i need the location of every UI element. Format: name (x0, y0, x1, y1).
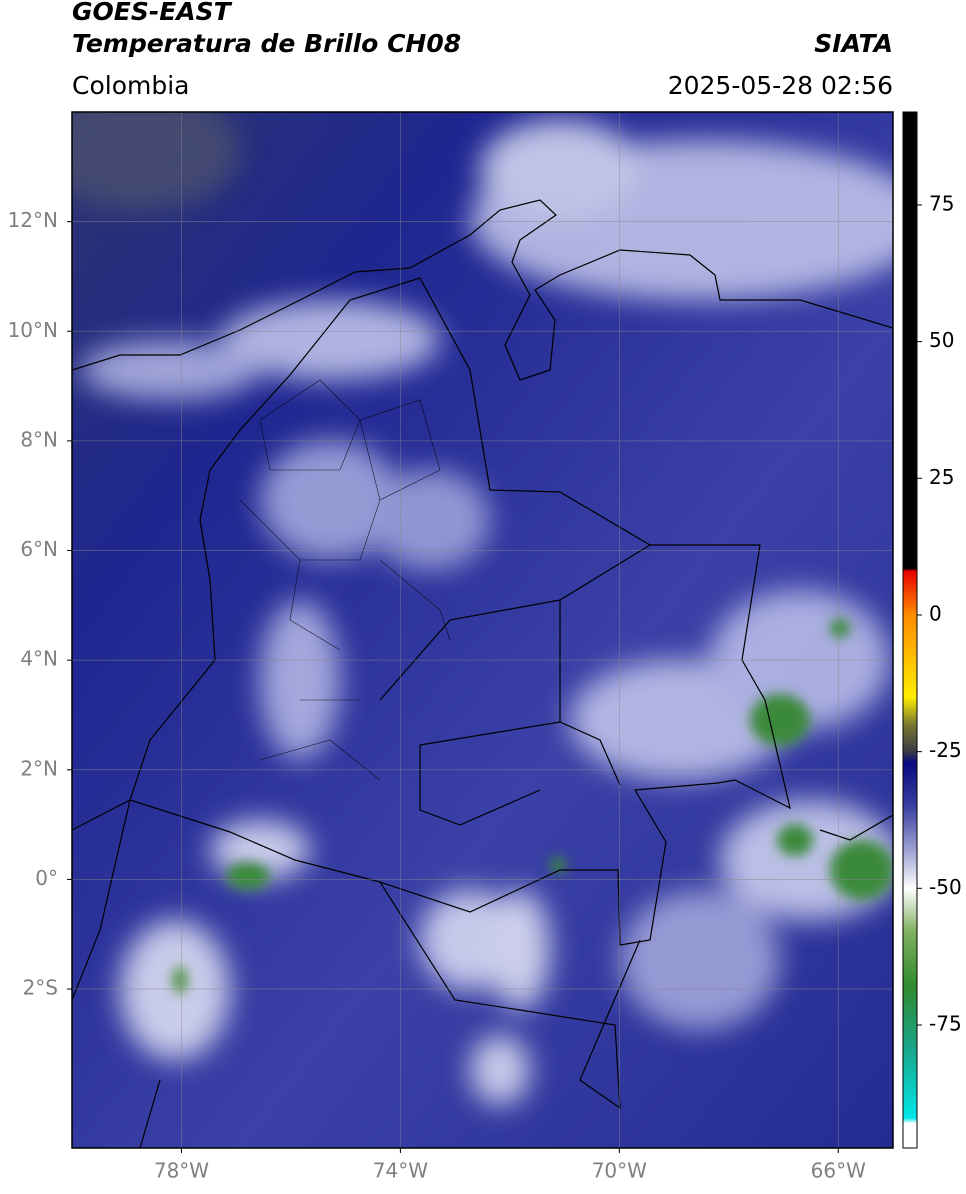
satellite-image (72, 112, 893, 1148)
lat-tick-label: 12°N (8, 208, 58, 232)
lon-tick-label: 70°W (592, 1159, 647, 1183)
colorbar-tick-label: -50 (929, 875, 962, 899)
colorbar-tick-label: 50 (929, 328, 954, 352)
source: SIATA (814, 29, 893, 58)
colorbar-tick-label: -25 (929, 738, 962, 762)
colorbar-tick-label: 25 (929, 465, 954, 489)
lat-tick-label: 6°N (20, 537, 58, 561)
lat-tick-label: 4°N (20, 647, 58, 671)
lat-tick-label: 0° (35, 866, 58, 890)
lon-tick-label: 78°W (154, 1159, 209, 1183)
title-line2: Temperatura de Brillo CH08 (72, 29, 461, 58)
lat-tick-label: 8°N (20, 427, 58, 451)
colorbar-tick-label: 75 (929, 191, 954, 215)
graticule (67, 112, 893, 1153)
colorbar-tick-label: 0 (929, 601, 942, 625)
lat-tick-label: 10°N (8, 318, 58, 342)
colorbar-scale (902, 111, 918, 1149)
lon-tick-label: 74°W (373, 1159, 428, 1183)
timestamp: 2025-05-28 02:56 (668, 71, 893, 100)
lat-tick-label: 2°S (23, 976, 58, 1000)
colorbar-tick-label: -75 (929, 1011, 962, 1035)
map-frame (71, 111, 894, 1149)
colorbar: 75 50 25 0 -25 -50 -75 (902, 111, 962, 1149)
lon-tick-label: 66°W (811, 1159, 866, 1183)
title-line1: GOES-EAST (72, 0, 233, 26)
lat-tick-label: 2°N (20, 756, 58, 780)
region: Colombia (72, 71, 189, 100)
